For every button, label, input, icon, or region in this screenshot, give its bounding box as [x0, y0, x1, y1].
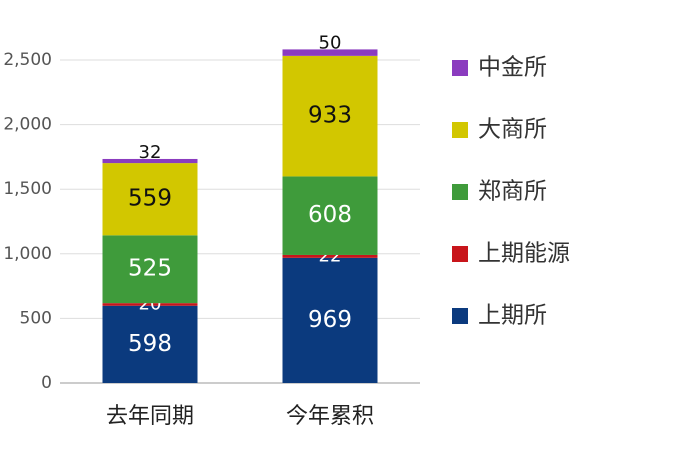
bar-segment	[282, 55, 378, 177]
legend-swatch	[452, 122, 468, 138]
data-label: 969	[308, 307, 352, 333]
data-label: 608	[308, 202, 352, 228]
bar-segment	[102, 158, 198, 164]
bar-segment	[102, 303, 198, 306]
x-tick-label: 今年累积	[286, 404, 374, 429]
data-label: 50	[319, 32, 342, 53]
bar-segment	[102, 235, 198, 304]
legend-swatch	[452, 184, 468, 200]
data-label: 598	[128, 331, 172, 357]
legend-label: 中金所	[478, 55, 547, 81]
y-tick-label: 1,500	[3, 179, 52, 199]
y-tick-label: 2,000	[3, 115, 52, 135]
bar-segment	[102, 305, 198, 383]
y-tick-label: 500	[20, 308, 52, 328]
legend-label: 上期所	[478, 303, 547, 329]
legend-label: 大商所	[478, 117, 547, 143]
legend-swatch	[452, 308, 468, 324]
legend-swatch	[452, 60, 468, 76]
x-tick-label: 去年同期	[106, 404, 194, 429]
y-tick-label: 1,000	[3, 244, 52, 264]
legend-label: 上期能源	[478, 241, 570, 267]
data-label: 559	[128, 186, 172, 212]
bar-segment	[282, 257, 378, 383]
legend-swatch	[452, 246, 468, 262]
data-label: 933	[308, 103, 352, 129]
bar-segment	[102, 163, 198, 236]
y-tick-label: 0	[41, 373, 52, 393]
data-label: 525	[128, 256, 172, 282]
bar-segment	[282, 254, 378, 258]
bar-segment	[282, 176, 378, 255]
y-tick-label: 2,500	[3, 50, 52, 70]
bar-segment	[282, 49, 378, 56]
legend-label: 郑商所	[478, 179, 547, 205]
data-label: 32	[139, 142, 162, 163]
